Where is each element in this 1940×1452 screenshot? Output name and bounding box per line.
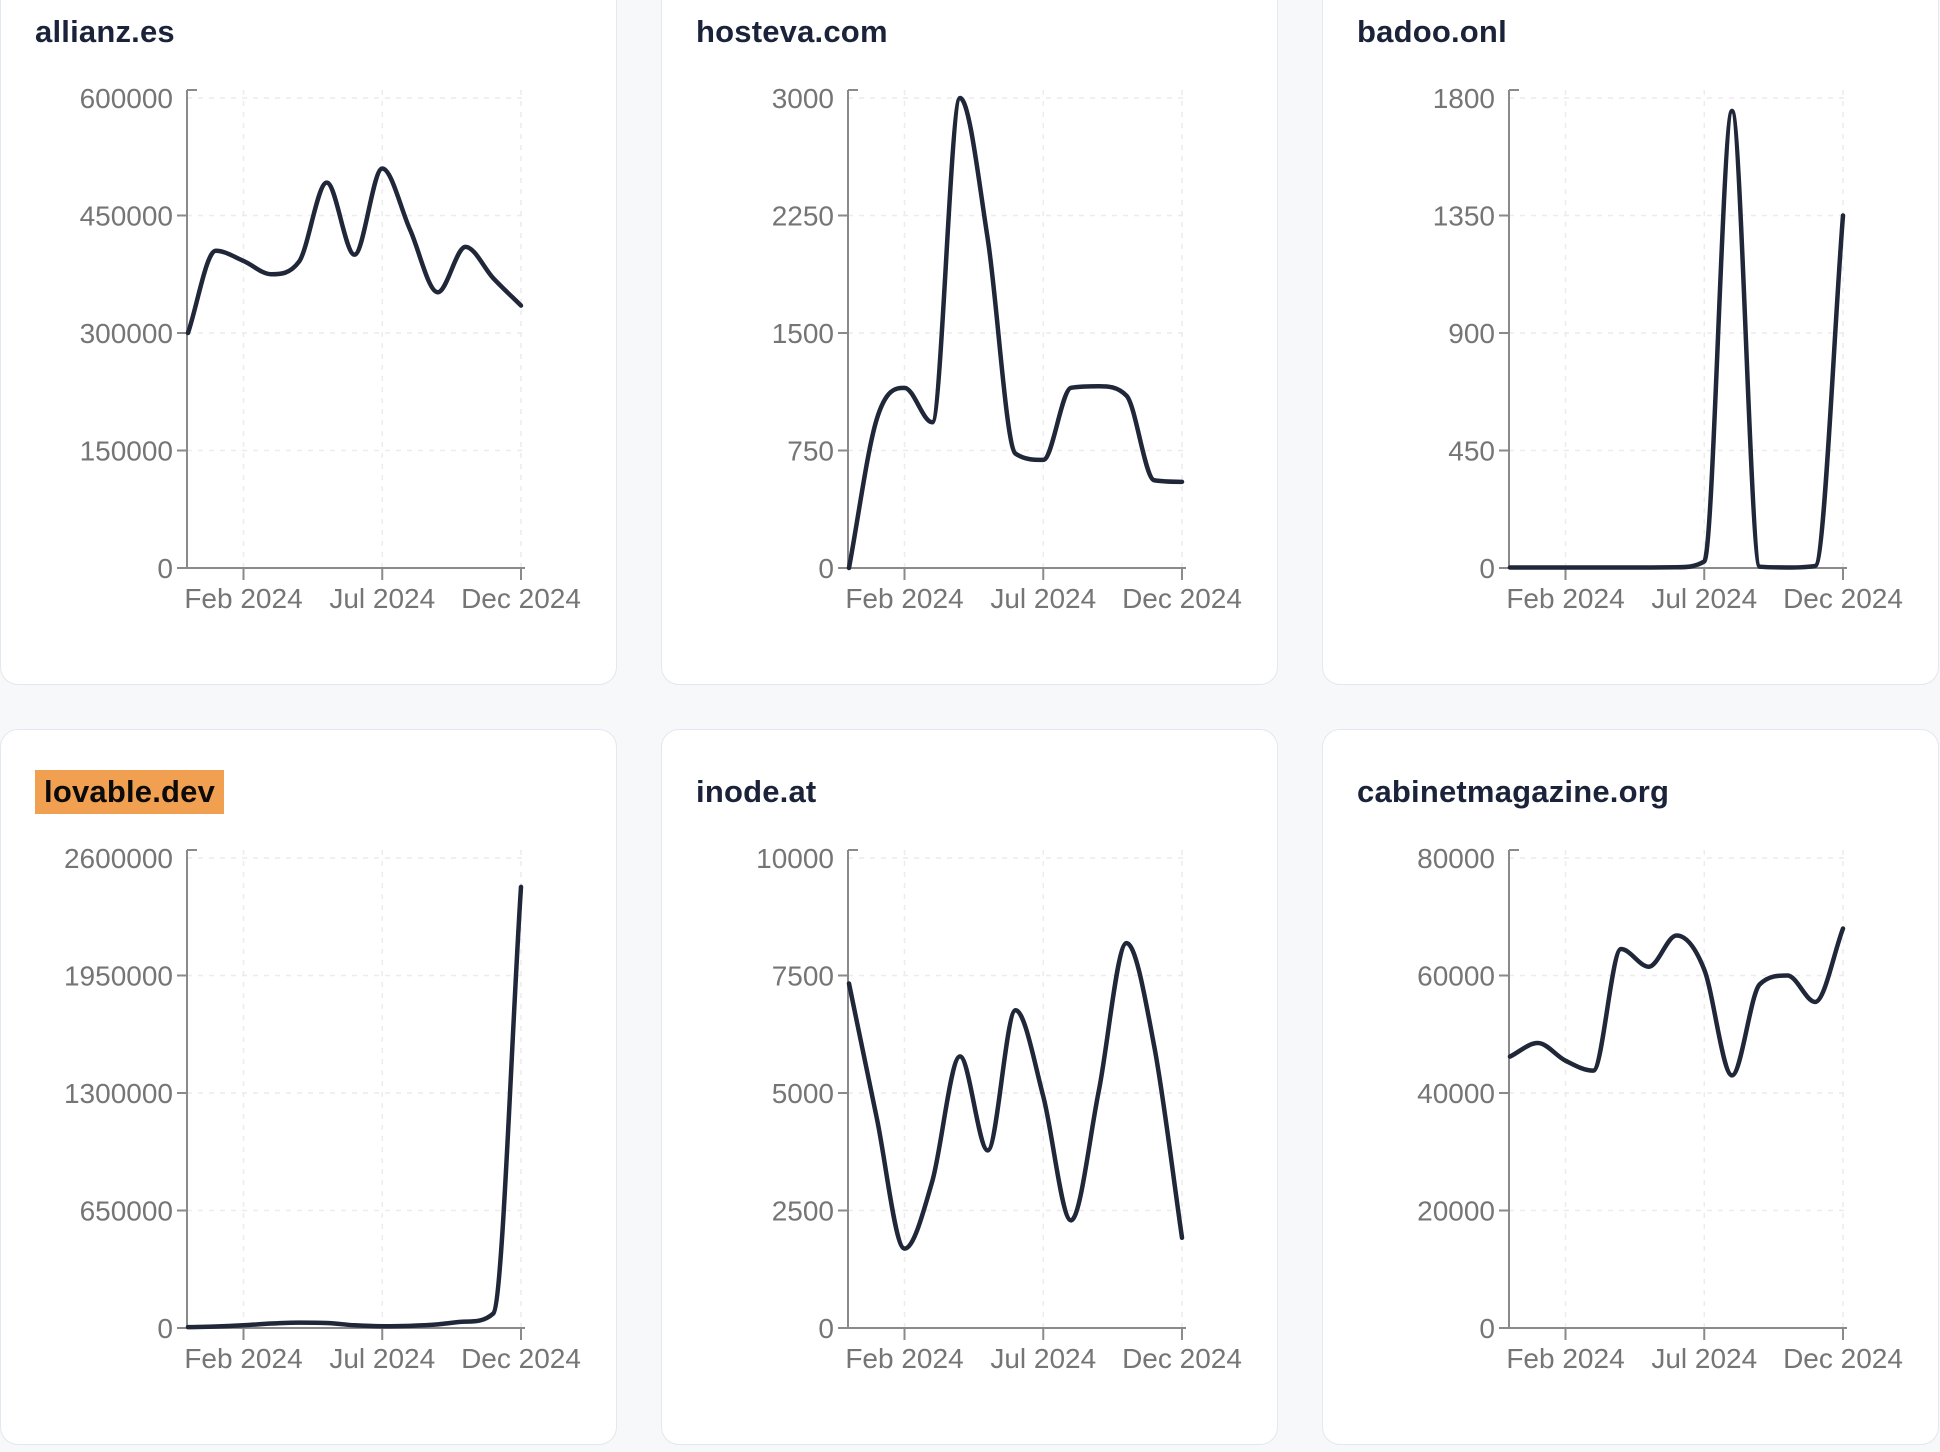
chart-title-text: allianz.es (35, 14, 175, 49)
y-tick-label: 450000 (80, 201, 173, 232)
y-tick-label: 1800 (1433, 83, 1495, 114)
line-chart: 0 450 900 1350 1800 Feb 2024 Jul 2024 Dec 2024 (1433, 83, 1903, 614)
series-line (185, 166, 524, 336)
y-tick-label: 2500 (772, 1196, 834, 1227)
chart-title: badoo.onl (1357, 14, 1507, 50)
axes (1499, 849, 1847, 1340)
y-tick-label: 0 (1479, 553, 1495, 584)
chart-title-text: inode.at (696, 774, 817, 809)
y-tick-label: 5000 (772, 1078, 834, 1109)
series-line (846, 940, 1185, 1251)
chart-card: badoo.onl 0 450 900 1350 1800 Feb 2024 Jul 202… (1322, 0, 1939, 685)
gridlines (187, 850, 525, 1328)
x-tick-label: Feb 2024 (184, 1343, 302, 1374)
chart-card: lovable.dev 0 650000 1300000 1950000 2600000… (0, 729, 617, 1445)
chart-card: allianz.es 0 150000 300000 450000 600000 Feb … (0, 0, 617, 685)
line-chart: 0 20000 40000 60000 80000 Feb 2024 Jul 2024 Dec… (1417, 843, 1903, 1374)
series-line (846, 95, 1185, 571)
gridlines (848, 90, 1186, 568)
gridlines (848, 850, 1186, 1328)
x-tick-label: Feb 2024 (1506, 1343, 1624, 1374)
x-tick-label: Dec 2024 (1783, 583, 1903, 614)
x-tick-label: Jul 2024 (1651, 583, 1757, 614)
gridlines (1509, 90, 1847, 568)
y-tick-label: 3000 (772, 83, 834, 114)
axes (177, 849, 525, 1340)
x-tick-label: Dec 2024 (1122, 583, 1242, 614)
x-tick-label: Feb 2024 (845, 1343, 963, 1374)
series-line (1507, 108, 1846, 570)
y-tick-label: 150000 (80, 436, 173, 467)
y-tick-label: 7500 (772, 961, 834, 992)
chart-title-text: cabinetmagazine.org (1357, 774, 1670, 809)
y-tick-label: 2250 (772, 201, 834, 232)
y-tick-label: 600000 (80, 83, 173, 114)
y-tick-label: 1950000 (64, 961, 173, 992)
y-tick-label: 0 (1479, 1313, 1495, 1344)
axes (838, 89, 1186, 580)
x-tick-label: Jul 2024 (329, 1343, 435, 1374)
line-chart: 0 650000 1300000 1950000 2600000 Feb 2024 Jul … (64, 843, 581, 1374)
chart-title: lovable.dev (35, 770, 225, 814)
x-tick-label: Feb 2024 (1506, 583, 1624, 614)
chart-card: inode.at 0 2500 5000 7500 10000 Feb 2024 Jul 2… (661, 729, 1278, 1445)
y-tick-label: 900 (1448, 318, 1495, 349)
y-tick-label: 1350 (1433, 201, 1495, 232)
y-tick-label: 0 (157, 553, 173, 584)
y-tick-label: 10000 (756, 843, 834, 874)
y-tick-label: 2600000 (64, 843, 173, 874)
series-line (1507, 926, 1846, 1078)
chart-title: cabinetmagazine.org (1357, 774, 1669, 810)
y-tick-label: 60000 (1417, 961, 1495, 992)
y-tick-label: 300000 (80, 318, 173, 349)
y-tick-label: 650000 (80, 1196, 173, 1227)
axes (177, 89, 525, 580)
x-tick-label: Feb 2024 (845, 583, 963, 614)
chart-title-text: lovable.dev (35, 770, 225, 814)
chart-title-text: hosteva.com (696, 14, 888, 49)
y-tick-label: 40000 (1417, 1078, 1495, 1109)
line-chart: 0 2500 5000 7500 10000 Feb 2024 Jul 2024 Dec 20… (756, 843, 1242, 1374)
x-tick-label: Jul 2024 (990, 583, 1096, 614)
x-tick-label: Feb 2024 (184, 583, 302, 614)
chart-title: allianz.es (35, 14, 175, 50)
axes (838, 849, 1186, 1340)
chart-title-text: badoo.onl (1357, 14, 1507, 49)
chart-title: hosteva.com (696, 14, 888, 50)
axes (1499, 89, 1847, 580)
x-tick-label: Jul 2024 (1651, 1343, 1757, 1374)
chart-title: inode.at (696, 774, 816, 810)
x-tick-label: Dec 2024 (461, 1343, 581, 1374)
y-tick-label: 1300000 (64, 1078, 173, 1109)
x-tick-label: Dec 2024 (461, 583, 581, 614)
chart-card: hosteva.com 0 750 1500 2250 3000 Feb 2024 Jul … (661, 0, 1278, 685)
gridlines (187, 90, 525, 568)
y-tick-label: 80000 (1417, 843, 1495, 874)
y-tick-label: 750 (787, 436, 834, 467)
x-tick-label: Jul 2024 (329, 583, 435, 614)
y-tick-label: 0 (818, 553, 834, 584)
y-tick-label: 20000 (1417, 1196, 1495, 1227)
x-tick-label: Jul 2024 (990, 1343, 1096, 1374)
line-chart: 0 750 1500 2250 3000 Feb 2024 Jul 2024 Dec 2024 (772, 83, 1242, 614)
y-tick-label: 0 (818, 1313, 834, 1344)
chart-card: cabinetmagazine.org 0 20000 40000 60000 8000… (1322, 729, 1939, 1445)
x-tick-label: Dec 2024 (1783, 1343, 1903, 1374)
y-tick-label: 1500 (772, 318, 834, 349)
y-tick-label: 0 (157, 1313, 173, 1344)
y-tick-label: 450 (1448, 436, 1495, 467)
line-chart: 0 150000 300000 450000 600000 Feb 2024 Jul 202… (80, 83, 581, 614)
x-tick-label: Dec 2024 (1122, 1343, 1242, 1374)
gridlines (1509, 850, 1847, 1328)
series-line (185, 884, 524, 1330)
